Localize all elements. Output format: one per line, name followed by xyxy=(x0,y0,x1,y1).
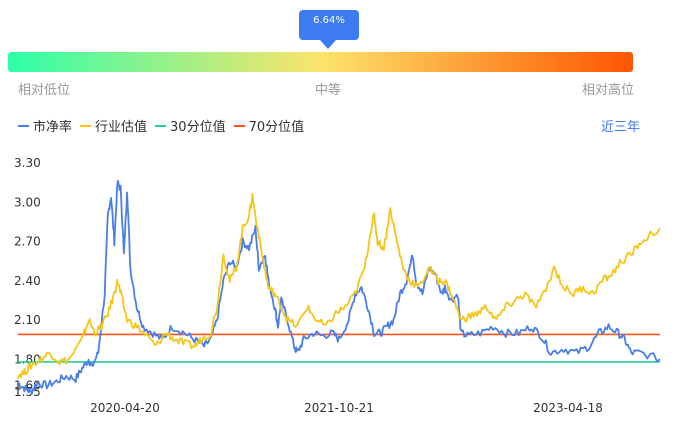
x-tick-label: 2023-04-18 xyxy=(533,401,603,415)
y-tick-label: 3.00 xyxy=(14,195,41,209)
legend-label-p70: 70分位值 xyxy=(248,120,305,135)
scale-label-low: 相对低位 xyxy=(18,83,71,98)
legend-swatch-p70 xyxy=(233,124,245,127)
legend-swatch-p30 xyxy=(155,124,167,127)
x-tick-label: 2021-10-21 xyxy=(304,401,374,415)
y-tick-label: 2.10 xyxy=(14,313,41,327)
threshold-lines xyxy=(18,333,660,363)
series-lines xyxy=(17,179,661,395)
scale-label-high: 相对高位 xyxy=(582,83,635,98)
legend-label-pb: 市净率 xyxy=(33,120,73,135)
legend-swatch-pb xyxy=(18,124,29,127)
chart-legend: 市净率 行业估值 30分位值 70分位值 xyxy=(18,116,312,135)
percentile-bubble-pointer xyxy=(320,40,336,49)
y-tick-label: 2.40 xyxy=(14,274,41,288)
legend-item-p70[interactable]: 70分位值 xyxy=(233,116,305,135)
legend-label-industry: 行业估值 xyxy=(95,120,148,135)
x-tick-label: 2020-04-20 xyxy=(90,401,160,415)
x-axis-ticks: 2020-04-20 2021-10-21 2023-04-18 xyxy=(90,401,603,415)
legend-swatch-industry xyxy=(80,124,92,127)
series-line xyxy=(17,192,661,380)
range-selector-button[interactable]: 近三年 xyxy=(600,120,640,135)
percentile-gradient-bar xyxy=(8,52,633,72)
legend-item-pb[interactable]: 市净率 xyxy=(18,116,72,135)
percentile-bubble: 6.64% xyxy=(299,10,359,40)
legend-item-p30[interactable]: 30分位值 xyxy=(155,116,226,135)
series-line xyxy=(17,179,661,395)
y-tick-label: 2.70 xyxy=(14,235,41,249)
percentile-value: 6.64% xyxy=(313,15,345,26)
y-tick-label: 3.30 xyxy=(14,156,41,170)
legend-label-p30: 30分位值 xyxy=(170,120,226,135)
scale-label-mid: 中等 xyxy=(315,83,342,98)
legend-item-industry[interactable]: 行业估值 xyxy=(80,116,147,135)
